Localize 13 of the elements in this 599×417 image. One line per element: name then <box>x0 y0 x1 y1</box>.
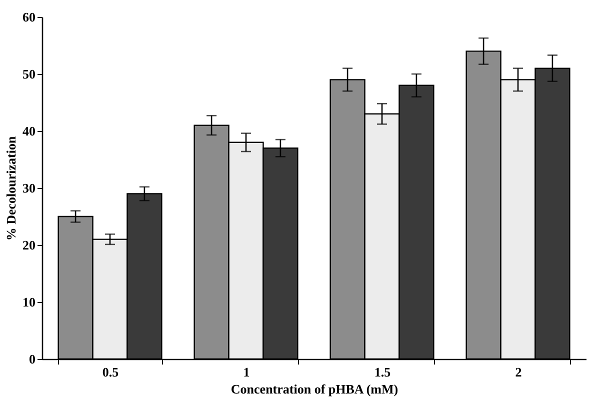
x-tick-label: 1 <box>243 364 250 380</box>
x-tick-label: 1.5 <box>374 364 392 380</box>
y-tick-label: 0 <box>29 352 36 366</box>
x-axis-title: Concentration of pHBA (mM) <box>230 382 398 396</box>
y-tick-label: 50 <box>22 66 36 82</box>
y-tick-label: 60 <box>22 10 36 24</box>
x-tick-label: 0.5 <box>102 364 120 380</box>
y-tick-label: 20 <box>22 238 36 252</box>
y-tick-label: 10 <box>22 294 36 310</box>
y-tick-label: 40 <box>22 124 36 138</box>
y-axis-title: % Decolourization <box>4 136 18 241</box>
y-tick-label: 30 <box>22 180 36 196</box>
x-tick-label: 2 <box>515 364 522 380</box>
